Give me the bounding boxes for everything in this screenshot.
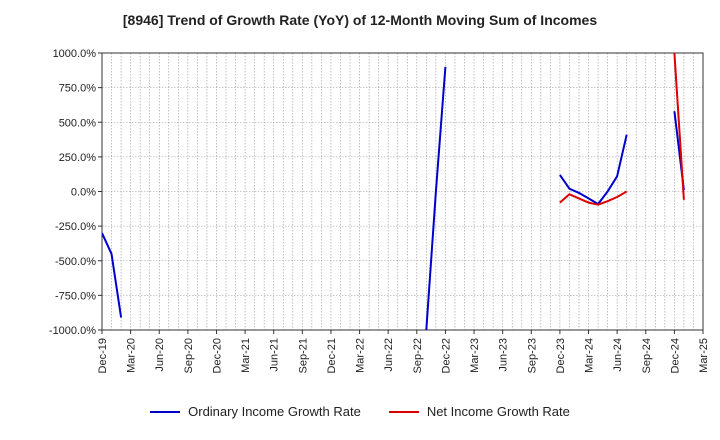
- x-tick-label: Dec-24: [669, 338, 681, 373]
- legend-swatch-ordinary: [150, 410, 181, 413]
- legend-swatch-net: [388, 410, 419, 413]
- x-tick-label: Dec-22: [440, 338, 452, 373]
- series-line-ordinary-income: [102, 232, 123, 318]
- legend: Ordinary Income Growth Rate Net Income G…: [0, 404, 720, 419]
- x-tick-label: Dec-20: [211, 338, 223, 373]
- series-line-net-income: [673, 52, 685, 200]
- y-tick-label: -1000.0%: [49, 325, 96, 337]
- series-layer: [102, 52, 685, 331]
- axis-layer: 1000.0% 750.0% 500.0% 250.0% 0.0% -250.0% -500…: [49, 48, 710, 373]
- x-tick-label: Jun-22: [383, 338, 395, 372]
- legend-item-ordinary: Ordinary Income Growth Rate: [150, 404, 361, 419]
- x-tick-label: Jun-21: [269, 338, 281, 372]
- y-tick-label: -750.0%: [55, 290, 96, 302]
- plot-frame: [101, 52, 704, 331]
- x-tick-label: Dec-21: [326, 338, 338, 373]
- x-tick-label: Mar-21: [240, 338, 252, 373]
- x-tick-label: Jun-20: [154, 338, 166, 372]
- y-tick-label: 250.0%: [59, 152, 97, 164]
- series-line-ordinary-income: [559, 134, 628, 205]
- x-tick-label: Sep-22: [412, 338, 424, 373]
- x-tick-label: Jun-24: [612, 338, 624, 372]
- x-tick-label: Sep-20: [183, 338, 195, 373]
- grid-layer: [101, 52, 704, 331]
- x-tick-label: Sep-24: [641, 338, 653, 373]
- y-tick-label: -250.0%: [55, 221, 96, 233]
- x-tick-label: Mar-22: [355, 338, 367, 373]
- chart-plot: 1000.0% 750.0% 500.0% 250.0% 0.0% -250.0% -500…: [49, 48, 710, 373]
- x-tick-label: Mar-23: [469, 338, 481, 373]
- x-tick-label: Mar-24: [584, 338, 596, 373]
- y-tick-label: 0.0%: [71, 187, 96, 199]
- series-line-net-income: [559, 190, 628, 206]
- x-tick-label: Sep-23: [526, 338, 538, 373]
- y-tick-label: 750.0%: [59, 83, 97, 95]
- x-tick-label: Mar-25: [698, 338, 710, 373]
- y-tick-label: -500.0%: [55, 256, 96, 268]
- legend-label-net: Net Income Growth Rate: [426, 404, 570, 419]
- x-tick-label: Dec-19: [97, 338, 109, 373]
- legend-label-ordinary: Ordinary Income Growth Rate: [188, 404, 361, 419]
- chart-title: [8946] Trend of Growth Rate (YoY) of 12-…: [122, 12, 598, 28]
- x-tick-label: Jun-23: [498, 338, 510, 372]
- x-tick-label: Sep-21: [297, 338, 309, 373]
- legend-item-net: Net Income Growth Rate: [388, 404, 570, 419]
- x-tick-label: Dec-23: [555, 338, 567, 373]
- series-line-ordinary-income: [425, 66, 447, 331]
- x-tick-label: Mar-20: [126, 338, 138, 373]
- y-tick-label: 500.0%: [59, 117, 97, 129]
- y-tick-label: 1000.0%: [53, 48, 97, 60]
